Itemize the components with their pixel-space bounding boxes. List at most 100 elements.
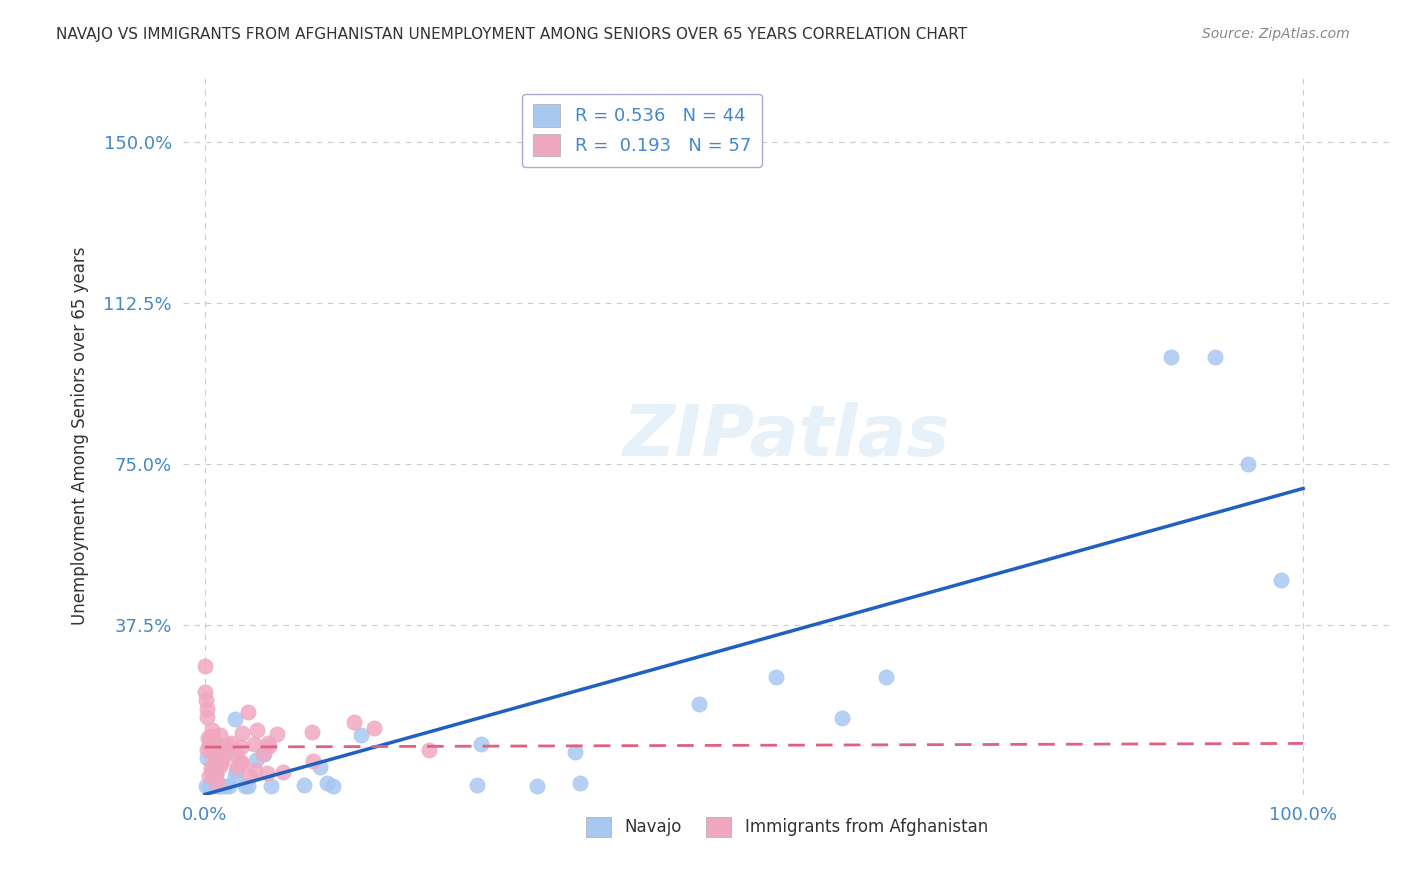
Legend: Navajo, Immigrants from Afghanistan: Navajo, Immigrants from Afghanistan: [579, 810, 994, 844]
Point: [208, 739, 231, 753]
Point: [200, 735, 222, 749]
Point: [200, 779, 222, 793]
Point: [197, 738, 219, 752]
Point: [201, 743, 224, 757]
Point: [246, 723, 269, 738]
Point: [224, 769, 246, 783]
Point: [198, 768, 221, 782]
Point: [215, 739, 238, 754]
Point: [229, 740, 252, 755]
Point: [201, 769, 224, 783]
Point: [266, 727, 288, 741]
Point: [209, 779, 232, 793]
Point: [197, 743, 219, 757]
Point: [205, 743, 228, 757]
Point: [292, 778, 315, 792]
Point: [205, 767, 228, 781]
Point: [221, 736, 243, 750]
Point: [212, 779, 235, 793]
Point: [202, 767, 225, 781]
Point: [418, 742, 440, 756]
Point: [301, 725, 323, 739]
Point: [243, 737, 266, 751]
Point: [225, 764, 247, 778]
Point: [194, 779, 217, 793]
Point: [218, 744, 240, 758]
Point: [465, 778, 488, 792]
Point: [195, 710, 218, 724]
Point: [322, 779, 344, 793]
Point: [195, 750, 218, 764]
Point: [226, 759, 249, 773]
Point: [198, 779, 221, 793]
Text: NAVAJO VS IMMIGRANTS FROM AFGHANISTAN UNEMPLOYMENT AMONG SENIORS OVER 65 YEARS C: NAVAJO VS IMMIGRANTS FROM AFGHANISTAN UN…: [56, 27, 967, 42]
Point: [1237, 457, 1260, 471]
Point: [208, 779, 231, 793]
Point: [202, 766, 225, 780]
Point: [205, 766, 228, 780]
Point: [205, 752, 228, 766]
Point: [204, 749, 226, 764]
Point: [214, 779, 236, 793]
Point: [231, 725, 253, 739]
Point: [256, 735, 278, 749]
Point: [271, 765, 294, 780]
Point: [194, 684, 217, 698]
Point: [200, 779, 222, 793]
Point: [238, 779, 260, 793]
Point: [208, 759, 231, 773]
Point: [259, 739, 281, 753]
Point: [1270, 573, 1292, 587]
Point: [209, 755, 232, 769]
Point: [211, 754, 233, 768]
Point: [209, 728, 232, 742]
Point: [202, 758, 225, 772]
Point: [470, 737, 492, 751]
Point: [243, 763, 266, 777]
Point: [245, 752, 267, 766]
Point: [194, 658, 217, 673]
Point: [568, 776, 591, 790]
Point: [235, 779, 257, 793]
Text: Source: ZipAtlas.com: Source: ZipAtlas.com: [1202, 27, 1350, 41]
Point: [194, 693, 217, 707]
Point: [342, 714, 364, 729]
Point: [253, 747, 276, 762]
Point: [831, 711, 853, 725]
Y-axis label: Unemployment Among Seniors over 65 years: Unemployment Among Seniors over 65 years: [72, 247, 89, 625]
Point: [309, 759, 332, 773]
Point: [202, 731, 225, 746]
Point: [875, 670, 897, 684]
Point: [225, 748, 247, 763]
Point: [200, 761, 222, 775]
Point: [564, 745, 586, 759]
Point: [215, 738, 238, 752]
Point: [200, 779, 222, 793]
Point: [200, 730, 222, 744]
Point: [209, 747, 232, 762]
Point: [201, 772, 224, 787]
Point: [302, 754, 325, 768]
Point: [1204, 350, 1226, 364]
Point: [256, 765, 278, 780]
Point: [236, 705, 259, 719]
Point: [205, 741, 228, 756]
Point: [688, 697, 710, 711]
Point: [239, 769, 262, 783]
Point: [200, 732, 222, 747]
Point: [363, 721, 385, 735]
Point: [205, 779, 228, 793]
Point: [765, 670, 787, 684]
Point: [197, 731, 219, 745]
Point: [229, 756, 252, 770]
Point: [205, 777, 228, 791]
Point: [229, 756, 252, 770]
Text: ZIPatlas: ZIPatlas: [623, 401, 950, 471]
Point: [260, 779, 283, 793]
Point: [1160, 350, 1182, 364]
Point: [350, 728, 373, 742]
Point: [200, 779, 222, 793]
Point: [200, 729, 222, 743]
Point: [224, 712, 246, 726]
Point: [201, 723, 224, 738]
